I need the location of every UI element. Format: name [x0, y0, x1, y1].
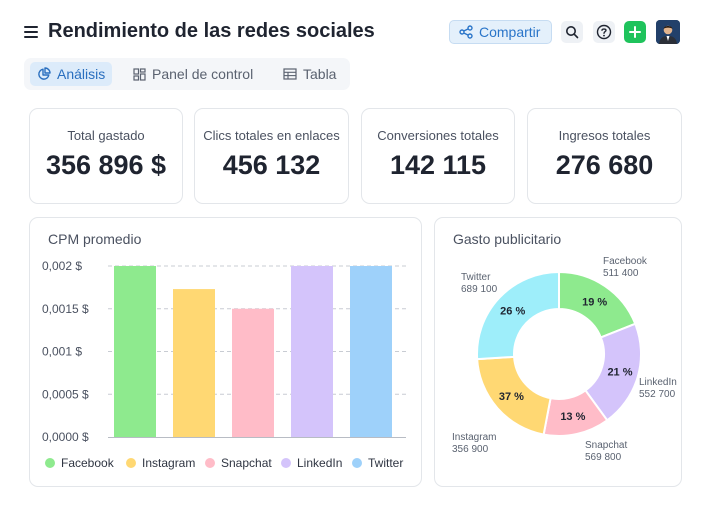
search-icon: [566, 26, 579, 39]
legend-swatch: [45, 458, 55, 468]
slice-value-label: 511 400: [603, 268, 639, 279]
slice-value-label: 552 700: [639, 389, 676, 400]
y-tick-label: 0,0015 $: [42, 302, 89, 316]
cpm-chart-card: CPM promedio 0,0000 $0,0005 $0,001 $0,00…: [29, 217, 422, 487]
kpi-card-conversions: Conversiones totales 142 115: [361, 108, 515, 204]
kpi-card-revenue: Ingresos totales 276 680: [527, 108, 682, 204]
legend-swatch: [281, 458, 291, 468]
bar-twitter: [350, 266, 392, 437]
y-tick-label: 0,002 $: [42, 259, 82, 273]
kpi-value: 276 680: [555, 150, 654, 180]
tab-label: Tabla: [303, 66, 337, 82]
tab-panel-de-control[interactable]: Panel de control: [126, 62, 260, 86]
add-button[interactable]: [624, 21, 646, 43]
slice-value-label: 689 100: [461, 284, 498, 295]
legend-swatch: [352, 458, 362, 468]
share-button-label: Compartir: [479, 24, 541, 40]
kpi-label: Ingresos totales: [558, 128, 651, 143]
legend-item-instagram: Instagram: [126, 456, 195, 470]
avatar-icon: [656, 20, 680, 44]
pie-chart-icon: [38, 67, 51, 80]
slice-name-label: Instagram: [452, 432, 496, 443]
kpi-value: 456 132: [222, 150, 321, 180]
tab-tabla[interactable]: Tabla: [276, 62, 343, 86]
legend-label: LinkedIn: [297, 456, 342, 470]
tab-label: Análisis: [57, 66, 106, 82]
kpi-card-link-clicks: Clics totales en enlaces 456 132: [194, 108, 349, 204]
search-button[interactable]: [561, 21, 583, 43]
legend-label: Instagram: [142, 456, 195, 470]
slice-percent-label: 37 %: [499, 391, 524, 403]
legend-label: Snapchat: [221, 456, 272, 470]
kpi-value: 142 115: [389, 150, 487, 180]
kpi-label: Total gastado: [67, 128, 145, 143]
slice-value-label: 569 800: [585, 452, 622, 463]
y-tick-label: 0,001 $: [42, 345, 82, 359]
bar-instagram: [173, 289, 215, 437]
page-header: Rendimiento de las redes sociales Compar…: [0, 0, 704, 62]
legend-item-facebook: Facebook: [45, 456, 115, 470]
kpi-value: 356 896 $: [45, 150, 167, 180]
legend-swatch: [126, 458, 136, 468]
y-tick-label: 0,0000 $: [42, 430, 89, 444]
slice-percent-label: 19 %: [582, 296, 607, 308]
legend-item-linkedin: LinkedIn: [281, 456, 342, 470]
help-button[interactable]: [593, 21, 615, 43]
bar-facebook: [114, 266, 156, 437]
help-icon: [596, 24, 612, 40]
tab-analisis[interactable]: Análisis: [30, 62, 113, 86]
ad-spend-chart-card: Gasto publicitario 19 % 21 % 13 % 37 % 26 % F…: [434, 217, 682, 487]
cpm-bar-chart: 0,0000 $ 0,0005 $ 0,001 $ 0,0015 $ 0,002 $ Fa…: [42, 259, 406, 470]
slice-value-label: 356 900: [452, 444, 489, 455]
slice-name-label: Snapchat: [585, 440, 627, 451]
plus-icon: [629, 26, 641, 38]
share-button[interactable]: Compartir: [449, 20, 552, 44]
chart-title: CPM promedio: [48, 231, 142, 247]
hamburger-icon[interactable]: [24, 26, 38, 38]
slice-name-label: Facebook: [603, 256, 648, 267]
donut-slice-twitter: [476, 270, 560, 361]
legend-item-twitter: Twitter: [352, 456, 403, 470]
slice-name-label: LinkedIn: [639, 377, 677, 388]
kpi-label: Conversiones totales: [377, 128, 499, 143]
y-tick-label: 0,0005 $: [42, 387, 89, 401]
view-tabs: Análisis Panel de control Tabla: [24, 58, 350, 90]
chart-title: Gasto publicitario: [453, 231, 562, 247]
bar-snapchat: [232, 308, 274, 437]
page-title: Rendimiento de las redes sociales: [48, 20, 375, 42]
legend-label: Twitter: [368, 456, 403, 470]
table-icon: [283, 68, 297, 80]
legend-swatch: [205, 458, 215, 468]
share-icon: [459, 25, 473, 39]
dashboard-icon: [133, 67, 146, 81]
legend-item-snapchat: Snapchat: [205, 456, 272, 470]
slice-percent-label: 21 %: [607, 367, 632, 379]
bar-linkedin: [291, 266, 333, 437]
kpi-label: Clics totales en enlaces: [203, 128, 340, 143]
slice-name-label: Twitter: [461, 272, 491, 283]
legend-label: Facebook: [61, 456, 115, 470]
tab-label: Panel de control: [152, 66, 254, 82]
slice-percent-label: 13 %: [560, 411, 585, 423]
kpi-card-total-spent: Total gastado 356 896 $: [29, 108, 183, 204]
slice-percent-label: 26 %: [500, 306, 525, 318]
user-avatar[interactable]: [656, 20, 680, 44]
